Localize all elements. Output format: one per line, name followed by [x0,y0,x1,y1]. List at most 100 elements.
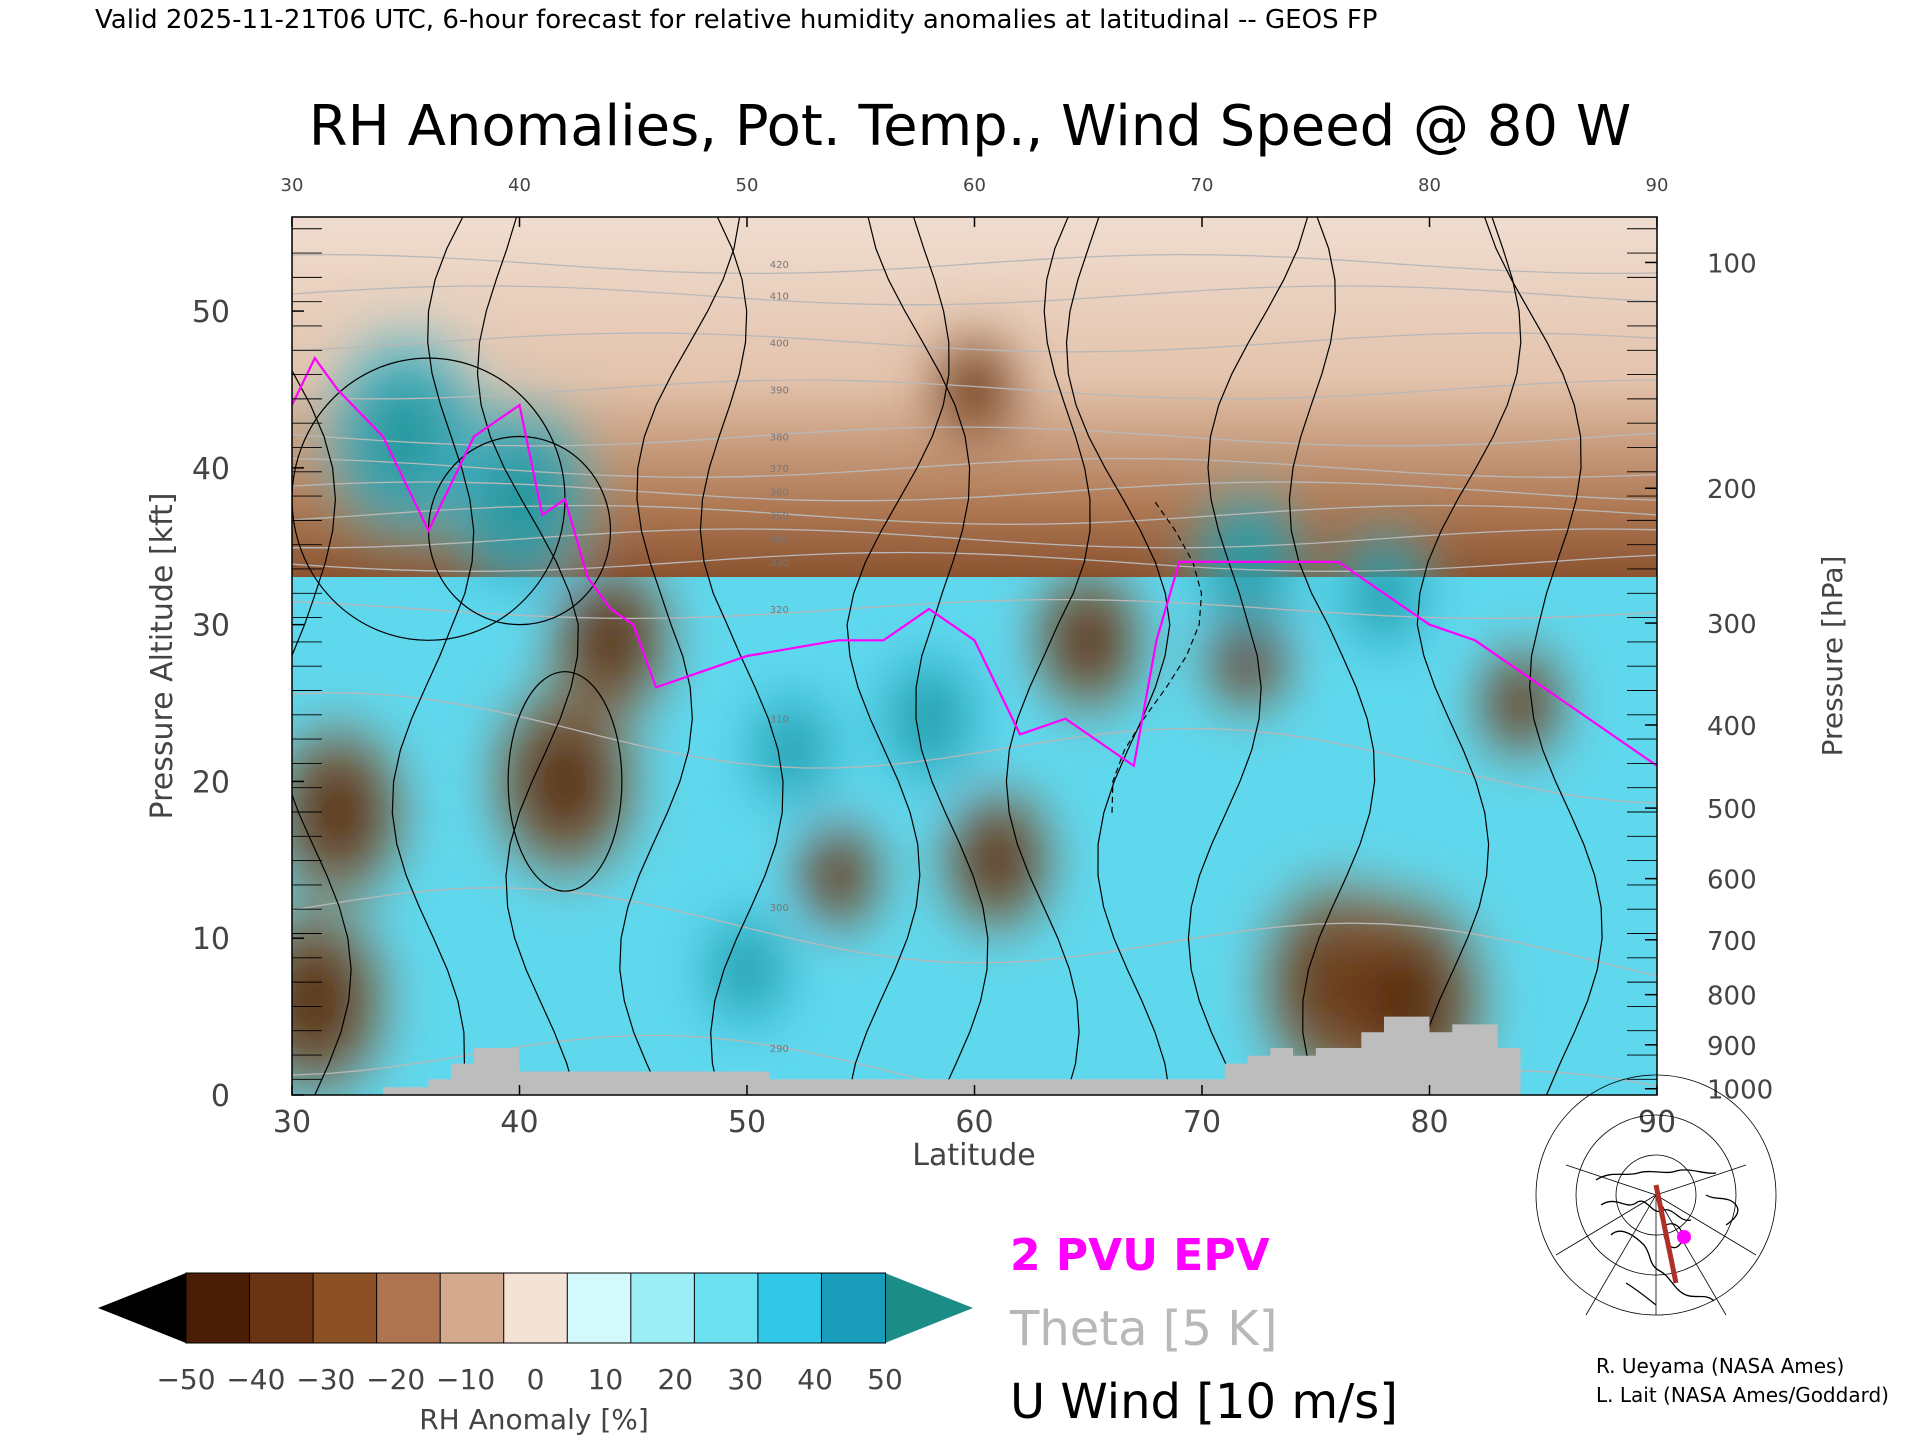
wind-contour-10 [1288,217,1376,1095]
theta-contour-label-400: 400 [770,338,789,349]
x-axis-label: Latitude [912,1138,1035,1173]
epv-2pvu-line [292,355,1657,768]
x-tick-label-bottom-60: 60 [955,1105,993,1140]
y-tick-label-right-600: 600 [1707,866,1757,896]
wind-contour-5 [846,217,950,1095]
x-tick-label-top-40: 40 [508,175,531,196]
inset-map-track [1653,1184,1679,1284]
inset-map-marker [1677,1230,1691,1244]
wind-contour-2 [476,217,579,1095]
theta-contour-400 [292,332,1657,353]
x-tick-label-top-80: 80 [1418,175,1441,196]
wind-contour-7 [1005,217,1091,1095]
wind-contour-9 [1187,217,1309,1095]
colorbar-tick-label-3: −20 [366,1363,425,1396]
theta-contour-label-370: 370 [770,464,789,475]
colorbar-cell-5 [503,1272,569,1344]
inset-map [1535,1074,1777,1316]
credit-line-2: L. Lait (NASA Ames/Goddard) [1596,1383,1889,1407]
colorbar-tick-label-8: 30 [727,1363,763,1396]
theta-contour-370 [292,457,1657,478]
theta-contour-label-310: 310 [770,715,789,726]
colorbar-tick-label-1: −40 [226,1363,285,1396]
colorbar-tick-label-2: −30 [296,1363,355,1396]
rh-anomaly-dry-10 [1470,635,1571,771]
theta-contour-360 [292,481,1657,502]
rh-anomaly-moist-15 [865,632,993,806]
x-tick-label-bottom-30: 30 [273,1105,311,1140]
colorbar-cells [185,1272,886,1344]
theta-contour-300 [292,886,1657,977]
colorbar-tick-label-4: −10 [436,1363,495,1396]
y-tick-label-left-0: 0 [211,1079,230,1114]
theta-contour-380 [292,426,1657,447]
colorbar-cell-4 [439,1272,505,1344]
x-tick-label-top-50: 50 [736,175,759,196]
y-axis-right-label: Pressure [hPa] [1816,556,1849,757]
legend-epv: 2 PVU EPV [1010,1230,1270,1281]
wind-contour-negative [1111,498,1203,813]
theta-contour-label-360: 360 [770,487,789,498]
y-tick-label-right-400: 400 [1707,712,1757,742]
wind-contours [292,217,1603,1095]
x-axis-top: 30 40 50 60 70 80 90 [281,175,1669,227]
y-tick-label-right-700: 700 [1707,927,1757,957]
x-tick-label-bottom-50: 50 [728,1105,766,1140]
wind-contour-12 [1484,217,1603,1095]
colorbar-tick-label-9: 40 [797,1363,833,1396]
plot-title: RH Anomalies, Pot. Temp., Wind Speed @ 8… [309,94,1631,159]
rh-anomaly-dry-5 [788,808,888,943]
theta-contour-label-410: 410 [770,291,789,302]
colorbar-tick-labels: −50 −40 −30 −20 −10 0 10 20 30 40 50 [156,1363,902,1396]
rh-anomaly-dry-4 [933,773,1062,947]
plot-area: 2903003103203303403503603703803904004104… [192,175,1773,1140]
colorbar-tick-label-0: −50 [156,1363,215,1396]
x-tick-label-top-30: 30 [281,175,304,196]
colorbar-cell-2 [312,1272,378,1344]
wind-contour-8 [1065,217,1171,1095]
colorbar-tick-label-6: 10 [588,1363,624,1396]
theta-contour-label-340: 340 [770,534,789,545]
wind-contour-1 [391,217,475,1095]
y-tick-label-right-1000: 1000 [1707,1076,1773,1106]
colorbar-cell-7 [630,1272,696,1344]
theta-contour-label-390: 390 [770,385,789,396]
theta-contour-label-330: 330 [770,558,789,569]
colorbar-cell-3 [376,1272,442,1344]
y-tick-label-left-10: 10 [192,922,230,957]
colorbar-cell-0 [185,1272,251,1344]
y-tick-label-right-500: 500 [1707,795,1757,825]
colorbar-cell-8 [693,1272,759,1344]
theta-contour-330 [292,551,1657,572]
y-tick-label-right-200: 200 [1707,475,1757,505]
colorbar-cell-1 [249,1272,315,1344]
y-tick-label-left-20: 20 [192,765,230,800]
theta-contour-label-290: 290 [770,1044,789,1055]
theta-contour-320 [292,598,1657,620]
x-tick-label-bottom-70: 70 [1183,1105,1221,1140]
y-tick-label-left-40: 40 [192,452,230,487]
rh-anomaly-dry-3 [292,886,400,1095]
rh-anomaly-dry-1 [539,544,682,737]
x-tick-label-bottom-90: 90 [1638,1105,1676,1140]
legend-theta: Theta [5 K] [1009,1301,1278,1357]
theta-contour-label-350: 350 [770,511,789,522]
theta-contour-350 [292,504,1657,525]
wind-contour-4 [699,217,784,1095]
colorbar-tick-label-10: 50 [867,1363,903,1396]
theta-contour-340 [292,528,1657,549]
rh-anomaly-moist-13 [434,384,605,614]
x-tick-label-top-90: 90 [1646,175,1669,196]
x-tick-label-top-60: 60 [963,175,986,196]
theta-contour-label-380: 380 [770,433,789,444]
y-tick-label-right-100: 100 [1707,249,1757,279]
rh-anomaly-dry-11 [924,321,1025,457]
wind-contour-0 [292,369,352,1095]
y-tick-label-left-50: 50 [192,295,230,330]
y-axis-right: 1000 900 800 700 600 500 400 300 200 100 [1645,249,1773,1106]
pressure-tick-lines [292,228,1657,1080]
theta-contour-label-300: 300 [770,903,789,914]
terrain [292,1016,1657,1095]
y-tick-label-right-900: 900 [1707,1032,1757,1062]
